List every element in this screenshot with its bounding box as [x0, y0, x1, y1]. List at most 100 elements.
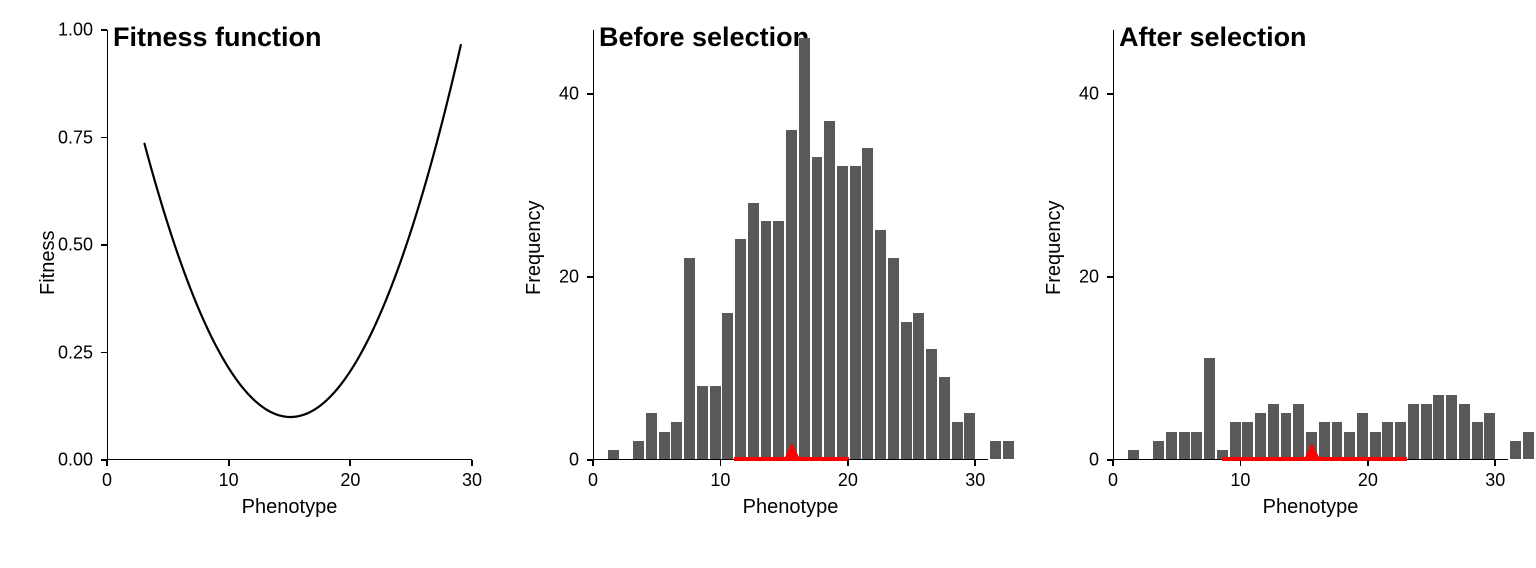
- before-ytick-label: 40: [531, 84, 579, 105]
- before-bar: [875, 230, 886, 459]
- before-bar: [926, 349, 937, 459]
- fitness-ytick-mark: [101, 244, 107, 246]
- before-xtick-label: 20: [838, 470, 858, 491]
- fitness-ylabel: Fitness: [37, 231, 60, 295]
- fitness-ytick-label: 0.25: [45, 342, 93, 363]
- before-xtick-label: 0: [588, 470, 598, 491]
- before-xtick-label: 30: [965, 470, 985, 491]
- before-ytick-mark: [587, 93, 593, 95]
- before-bar: [697, 386, 708, 459]
- before-bar: [812, 157, 823, 459]
- before-plot-area: [593, 30, 988, 460]
- fitness-fitness-curve: [145, 45, 461, 417]
- before-xtick-mark: [720, 460, 722, 466]
- fitness-xtick-mark: [228, 460, 230, 466]
- after-ytick-label: 40: [1051, 84, 1099, 105]
- after-ytick-mark: [1107, 276, 1113, 278]
- after-bar: [1281, 413, 1292, 459]
- after-xtick-mark: [1367, 460, 1369, 466]
- before-xlabel: Phenotype: [743, 496, 839, 519]
- after-bar: [1268, 404, 1279, 459]
- after-bar: [1128, 450, 1139, 459]
- after-bar: [1433, 395, 1444, 459]
- fitness-xtick-label: 20: [340, 470, 360, 491]
- after-bar: [1242, 422, 1253, 459]
- before-bar: [964, 413, 975, 459]
- before-xtick-mark: [592, 460, 594, 466]
- after-xtick-label: 0: [1108, 470, 1118, 491]
- before-bar: [773, 221, 784, 459]
- after-bar: [1344, 432, 1355, 459]
- fitness-xtick-label: 0: [102, 470, 112, 491]
- fitness-xtick-mark: [471, 460, 473, 466]
- after-ytick-mark: [1107, 459, 1113, 461]
- before-bar: [939, 377, 950, 459]
- after-mean-triangle-icon: [1303, 443, 1321, 461]
- fitness-xtick-label: 30: [462, 470, 482, 491]
- before-bar: [684, 258, 695, 459]
- after-bar: [1191, 432, 1202, 459]
- before-bar: [1003, 441, 1014, 459]
- fitness-xtick-label: 10: [219, 470, 239, 491]
- after-xtick-label: 30: [1485, 470, 1505, 491]
- after-bar: [1179, 432, 1190, 459]
- fitness-curve-svg: [108, 30, 473, 460]
- before-ytick-mark: [587, 459, 593, 461]
- before-bar: [761, 221, 772, 459]
- after-bar: [1459, 404, 1470, 459]
- before-bar: [633, 441, 644, 459]
- after-xtick-mark: [1240, 460, 1242, 466]
- after-bar: [1230, 422, 1241, 459]
- after-bar: [1357, 413, 1368, 459]
- before-xtick-mark: [847, 460, 849, 466]
- after-xlabel: Phenotype: [1263, 496, 1359, 519]
- before-bar: [722, 313, 733, 459]
- before-ytick-mark: [587, 276, 593, 278]
- after-bar: [1446, 395, 1457, 459]
- after-xtick-mark: [1494, 460, 1496, 466]
- before-bar: [659, 432, 670, 459]
- before-bar: [824, 121, 835, 460]
- after-bar: [1370, 432, 1381, 459]
- fitness-ytick-mark: [101, 459, 107, 461]
- fitness-ytick-label: 0.00: [45, 450, 93, 471]
- fitness-ytick-label: 0.75: [45, 127, 93, 148]
- before-bar: [837, 166, 848, 459]
- after-xtick-label: 10: [1230, 470, 1250, 491]
- before-bar: [799, 38, 810, 459]
- before-ytick-label: 0: [531, 450, 579, 471]
- after-bar: [1255, 413, 1266, 459]
- before-bar: [735, 239, 746, 459]
- after-bar: [1332, 422, 1343, 459]
- after-xtick-mark: [1112, 460, 1114, 466]
- fitness-ytick-mark: [101, 352, 107, 354]
- before-bar: [990, 441, 1001, 459]
- before-bar: [913, 313, 924, 459]
- after-bar: [1153, 441, 1164, 459]
- after-bar: [1204, 358, 1215, 459]
- before-bar: [671, 422, 682, 459]
- fitness-ytick-label: 1.00: [45, 20, 93, 41]
- after-bar: [1510, 441, 1521, 459]
- fitness-ytick-mark: [101, 137, 107, 139]
- before-xtick-mark: [974, 460, 976, 466]
- after-bar: [1395, 422, 1406, 459]
- after-bar: [1484, 413, 1495, 459]
- before-bar: [608, 450, 619, 459]
- after-bar: [1408, 404, 1419, 459]
- after-bar: [1523, 432, 1534, 459]
- fitness-xtick-mark: [349, 460, 351, 466]
- before-bar: [901, 322, 912, 459]
- fitness-xlabel: Phenotype: [242, 496, 338, 519]
- fitness-xtick-mark: [106, 460, 108, 466]
- fitness-plot-area: [107, 30, 472, 460]
- before-bar: [786, 130, 797, 459]
- before-bar: [952, 422, 963, 459]
- before-bar: [646, 413, 657, 459]
- after-bar: [1166, 432, 1177, 459]
- after-ytick-label: 0: [1051, 450, 1099, 471]
- after-xtick-label: 20: [1358, 470, 1378, 491]
- before-bar: [748, 203, 759, 459]
- before-mean-triangle-icon: [783, 443, 801, 461]
- before-bar: [888, 258, 899, 459]
